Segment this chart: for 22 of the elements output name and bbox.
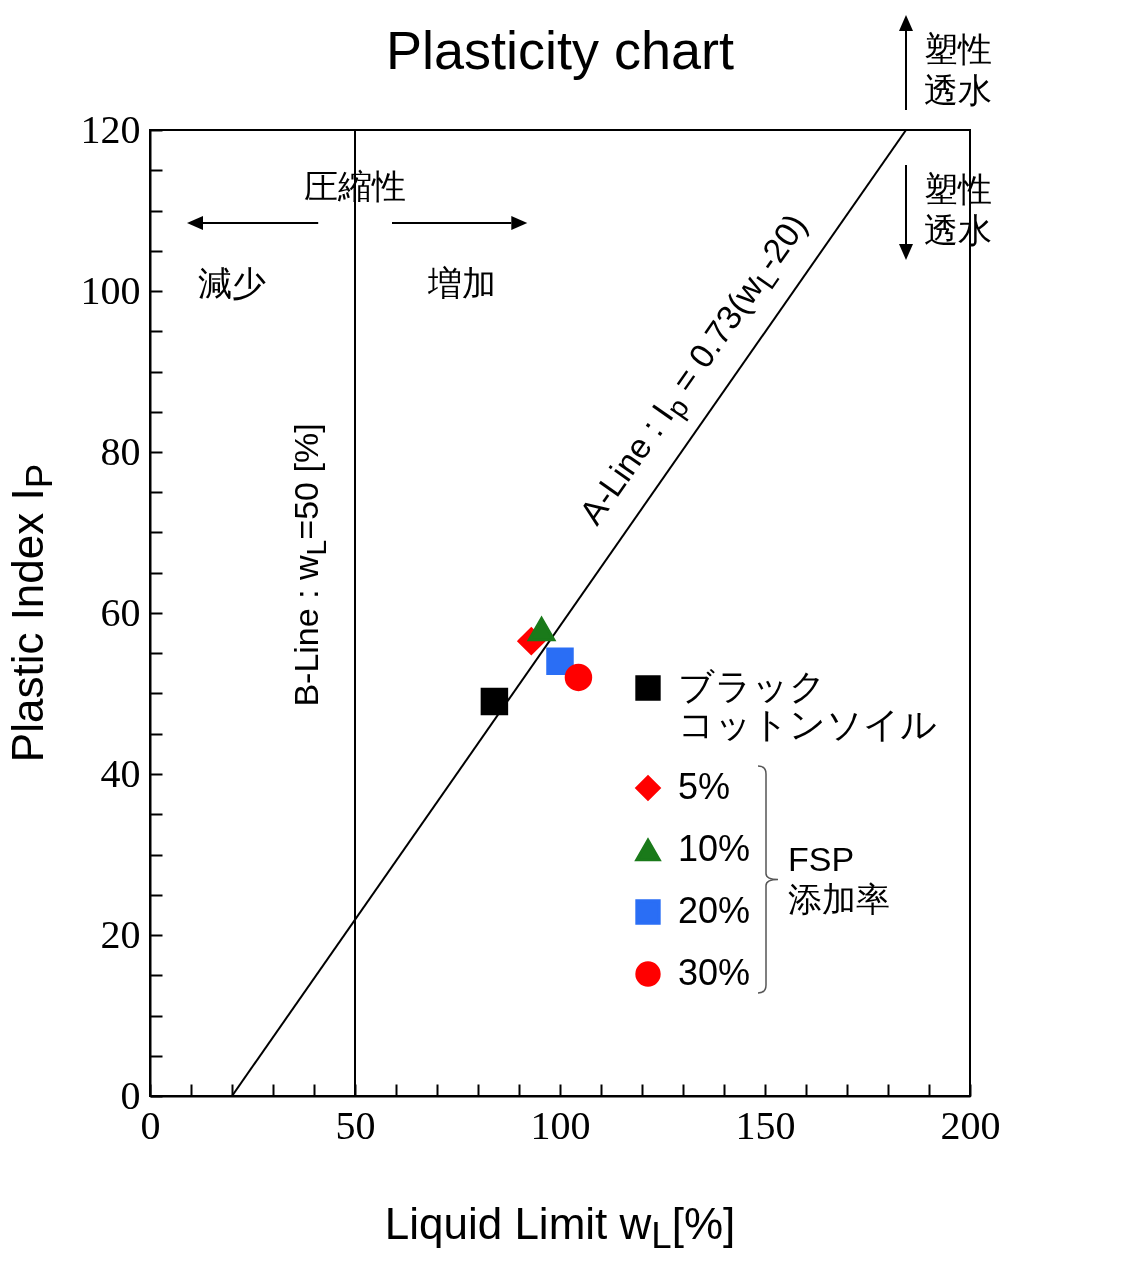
chart-title: Plasticity chart — [385, 20, 735, 80]
x-tick-label: 50 — [335, 1102, 376, 1148]
y-tick-label: 0 — [120, 1072, 141, 1118]
annotation: 増加 — [427, 262, 496, 304]
annotation: 減少 — [198, 262, 266, 304]
y-tick-label: 80 — [100, 428, 141, 474]
legend-label: 10% — [678, 828, 751, 869]
legend-label: 5% — [678, 766, 731, 807]
x-tick-label: 150 — [735, 1102, 796, 1148]
text: 塑性透水 — [924, 29, 993, 111]
x-tick-label: 200 — [940, 1102, 1001, 1148]
y-tick-label: 40 — [100, 750, 141, 796]
x-axis-title: Liquid Limit w$_{L}$[%] — [384, 1197, 736, 1259]
x-tick-label: 100 — [530, 1102, 591, 1148]
legend-label: 20% — [678, 890, 751, 931]
legend-label: 30% — [678, 952, 751, 993]
legend-label: ブラックコットンソイル — [678, 666, 937, 745]
y-tick-label: 120 — [80, 106, 141, 152]
annotation: FSP 添加率 — [788, 838, 891, 921]
y-tick-label: 100 — [80, 267, 141, 313]
y-tick-label: 20 — [100, 911, 141, 957]
y-tick-label: 60 — [100, 589, 141, 635]
